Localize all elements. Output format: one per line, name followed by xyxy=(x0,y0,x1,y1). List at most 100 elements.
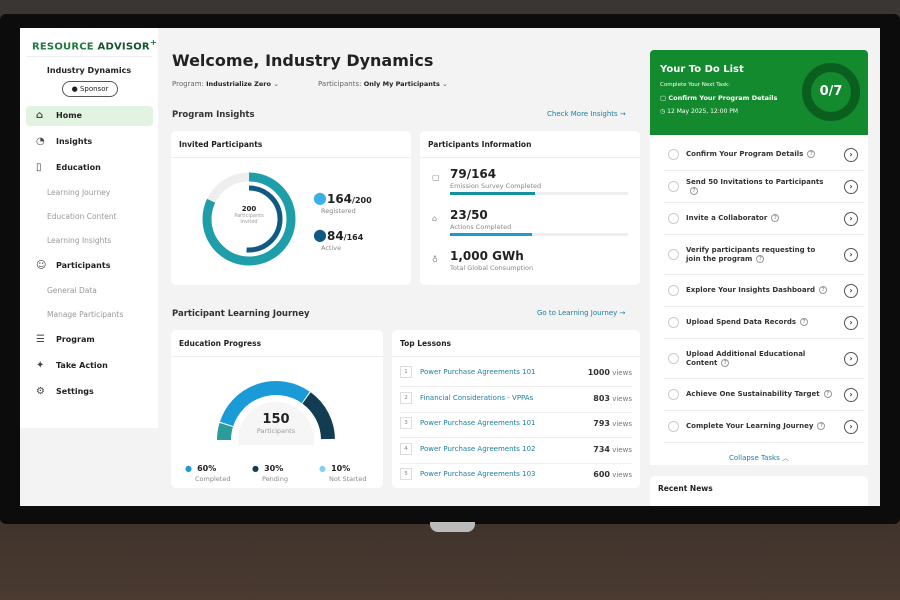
active-ring xyxy=(215,185,283,253)
chevron-right-icon[interactable]: › xyxy=(844,351,858,366)
help-icon[interactable]: ? xyxy=(690,186,698,195)
help-icon[interactable]: ? xyxy=(800,318,809,326)
sidebar-subitem-learning-insights[interactable]: Learning Insights xyxy=(47,236,112,245)
sidebar-subitem-manage-participants[interactable]: Manage Participants xyxy=(47,310,124,319)
task-checkbox[interactable] xyxy=(668,421,679,432)
sidebar-item-participants[interactable]: ☺ Participants xyxy=(26,256,153,276)
task-checkbox[interactable] xyxy=(668,285,679,296)
todo-task[interactable]: Upload Spend Data Records? › xyxy=(664,307,864,339)
list-icon: ☰ xyxy=(36,334,45,345)
donut-center-label: Invited xyxy=(240,219,258,226)
info-value: 1,000 GWh xyxy=(450,249,524,263)
help-icon[interactable]: ? xyxy=(807,150,816,158)
lesson-row[interactable]: 1 Power Purchase Agreements 101 1000 views xyxy=(400,361,632,387)
due-date: ◷ 12 May 2025, 12:00 PM xyxy=(660,108,739,115)
lesson-row[interactable]: 3 Power Purchase Agreements 101 793 views xyxy=(400,412,632,438)
active-stat: ●84/164 Active xyxy=(313,225,364,252)
chevron-right-icon[interactable]: › xyxy=(844,147,858,162)
legend-item: ● 10% Not Started xyxy=(319,464,367,483)
sidebar-subitem-education-content[interactable]: Education Content xyxy=(47,212,117,221)
card-title: Top Lessons xyxy=(400,339,452,348)
card-title: Invited Participants xyxy=(179,140,263,149)
help-icon[interactable]: ? xyxy=(756,254,765,263)
info-progress-bar xyxy=(450,233,628,236)
todo-task[interactable]: Verify participants requesting to join t… xyxy=(664,235,864,275)
info-label: Total Global Consumption xyxy=(450,264,534,272)
gauge-center-value: 150 xyxy=(262,412,290,427)
help-icon[interactable]: ? xyxy=(721,358,730,367)
go-to-learning-journey-link[interactable]: Go to Learning Journey → xyxy=(537,309,626,317)
sidebar-item-education[interactable]: ▯ Education xyxy=(26,158,153,178)
section-title: Participant Learning Journey xyxy=(172,309,310,319)
todo-task[interactable]: Confirm Your Program Details? › xyxy=(664,139,864,171)
info-label: Emission Survey Completed xyxy=(450,182,542,190)
sidebar-item-home[interactable]: ⌂ Home xyxy=(26,106,153,126)
lesson-link: Financial Considerations - VPPAs xyxy=(420,393,534,402)
legend-item: ● 60% Completed xyxy=(185,464,231,483)
task-checkbox[interactable] xyxy=(668,389,679,400)
task-checkbox[interactable] xyxy=(668,213,679,224)
info-value: 23/50 xyxy=(450,208,488,222)
participants-filter[interactable]: Participants: Only My Participants ⌄ xyxy=(318,80,448,88)
help-icon[interactable]: ? xyxy=(771,214,780,222)
task-label: Invite a Collaborator xyxy=(686,214,768,222)
chevron-right-icon[interactable]: › xyxy=(844,419,858,434)
task-checkbox[interactable] xyxy=(668,181,679,192)
info-progress-bar xyxy=(450,192,628,195)
sidebar-subitem-general-data[interactable]: General Data xyxy=(47,286,97,295)
task-label: Verify participants requesting to join t… xyxy=(686,245,816,263)
lesson-row[interactable]: 4 Power Purchase Agreements 102 734 views xyxy=(400,438,632,464)
page-title: Welcome, Industry Dynamics xyxy=(172,51,434,70)
todo-task[interactable]: Complete Your Learning Journey? › xyxy=(664,411,864,443)
chevron-right-icon[interactable]: › xyxy=(844,387,858,402)
lesson-row[interactable]: 2 Financial Considerations - VPPAs 803 vie… xyxy=(400,387,632,413)
todo-task[interactable]: Achieve One Sustainability Target? › xyxy=(664,379,864,411)
task-label: Complete Your Learning Journey xyxy=(686,422,814,430)
task-label: Achieve One Sustainability Target xyxy=(686,390,820,398)
sidebar-item-program[interactable]: ☰ Program xyxy=(26,330,153,350)
role-badge[interactable]: ● Sponsor xyxy=(62,81,118,97)
sidebar-item-take-action[interactable]: ✦ Take Action xyxy=(26,356,153,376)
todo-task[interactable]: Explore Your Insights Dashboard? › xyxy=(664,275,864,307)
legend-item: ● 30% Pending xyxy=(252,464,288,483)
task-checkbox[interactable] xyxy=(668,249,679,260)
gauge-segment xyxy=(217,422,233,441)
program-filter[interactable]: Program: Industrialize Zero ⌄ xyxy=(172,80,280,88)
lesson-row[interactable]: 5 Power Purchase Agreements 103 600 views xyxy=(400,463,632,489)
chevron-right-icon[interactable]: › xyxy=(844,315,858,330)
next-task-link[interactable]: ▢ Confirm Your Program Details xyxy=(660,94,778,102)
action-icon: ✦ xyxy=(36,360,45,371)
row-icon: ▢ xyxy=(432,173,440,182)
todo-task[interactable]: Invite a Collaborator? › xyxy=(664,203,864,235)
todo-header: Your To Do List Complete Your Next Task:… xyxy=(650,50,868,135)
task-checkbox[interactable] xyxy=(668,149,679,160)
task-label: Upload Additional Educational Content xyxy=(686,349,806,367)
lesson-link: Power Purchase Agreements 103 xyxy=(420,470,536,478)
chevron-right-icon[interactable]: › xyxy=(844,283,858,298)
task-checkbox[interactable] xyxy=(668,317,679,328)
todo-task[interactable]: Send 50 Invitations to Participants? › xyxy=(664,171,864,203)
todo-title: Your To Do List xyxy=(660,64,744,75)
help-icon[interactable]: ? xyxy=(817,422,826,430)
chevron-right-icon[interactable]: › xyxy=(844,179,858,194)
gauge-center-label: Participants xyxy=(256,427,296,435)
lesson-link: Power Purchase Agreements 101 xyxy=(420,419,536,427)
chevron-right-icon[interactable]: › xyxy=(844,247,858,262)
sidebar: RESOURCE ADVISOR+ Industry Dynamics ● Sp… xyxy=(20,28,158,428)
sidebar-item-insights[interactable]: ◔ Insights xyxy=(26,132,153,152)
todo-task[interactable]: Upload Additional Educational Content? › xyxy=(664,339,864,379)
divider xyxy=(26,56,152,57)
education-progress-card: Education Progress 150 Participants ● 60… xyxy=(171,330,383,488)
gear-icon: ⚙ xyxy=(36,386,45,397)
help-icon[interactable]: ? xyxy=(823,390,832,398)
card-title: Participants Information xyxy=(428,140,532,149)
sidebar-subitem-learning-journey[interactable]: Learning Journey xyxy=(47,188,111,197)
chevron-right-icon[interactable]: › xyxy=(844,211,858,226)
sidebar-item-settings[interactable]: ⚙ Settings xyxy=(26,382,153,402)
help-icon[interactable]: ? xyxy=(819,286,828,294)
participants-information-card: Participants Information ▢ 79/164 Emissi… xyxy=(420,131,640,285)
collapse-tasks-button[interactable]: Collapse Tasks ︿ xyxy=(729,454,789,462)
task-checkbox[interactable] xyxy=(668,353,679,364)
people-icon: ☺ xyxy=(36,260,47,271)
check-more-insights-link[interactable]: Check More Insights → xyxy=(547,110,626,118)
